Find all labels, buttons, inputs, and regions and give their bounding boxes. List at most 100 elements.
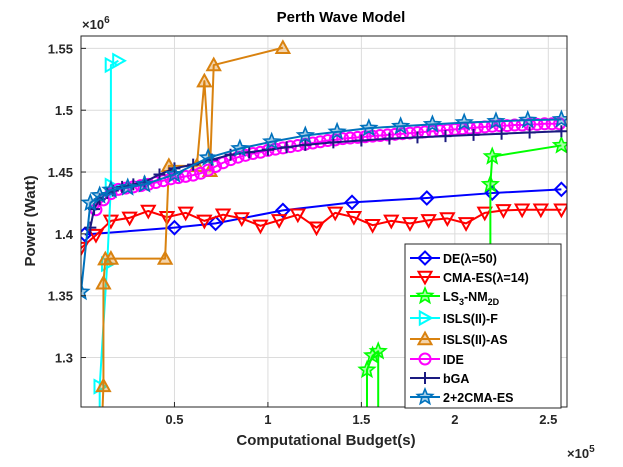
data-point — [84, 221, 97, 234]
y-tick-label: 1.55 — [48, 41, 73, 56]
data-point — [274, 39, 292, 54]
data-point — [289, 208, 307, 224]
legend-label-isls-as: ISLS(II)-AS — [443, 333, 508, 347]
data-point — [518, 109, 538, 129]
data-point — [355, 134, 368, 147]
data-point — [420, 214, 437, 229]
legend-label-bga: bGA — [443, 372, 469, 386]
legend-item-isls-as: ISLS(II)-AS — [410, 330, 508, 347]
data-point — [390, 116, 411, 135]
data-point — [327, 121, 347, 141]
legend-symbol — [410, 386, 440, 406]
data-point — [336, 132, 350, 146]
data-point — [201, 163, 215, 177]
data-point — [261, 131, 282, 150]
x-tick-label: 1.5 — [352, 412, 370, 427]
data-point — [486, 111, 506, 130]
data-point — [357, 359, 377, 379]
data-point — [422, 114, 443, 133]
plot-frame — [80, 35, 568, 408]
legend-item-ide: IDE — [410, 352, 464, 367]
data-point — [328, 133, 342, 147]
data-point — [179, 169, 193, 183]
data-point — [230, 138, 250, 157]
legend-label-de: DE(λ=50) — [443, 252, 497, 266]
series-6 — [84, 125, 567, 234]
data-point — [308, 221, 325, 237]
data-point — [454, 112, 474, 131]
data-point — [81, 281, 91, 301]
series-line — [101, 46, 284, 407]
data-point — [538, 117, 552, 131]
data-point — [95, 377, 112, 393]
legend: DE(λ=50) CMA-ES(λ=14) LS3-NM2D ISLS(II)-… — [404, 243, 562, 409]
series-2 — [357, 135, 567, 407]
data-point — [102, 214, 120, 230]
data-point — [156, 250, 174, 265]
data-point — [482, 146, 502, 165]
data-point — [121, 211, 138, 227]
series-0 — [81, 181, 567, 243]
data-point — [194, 166, 208, 180]
legend-box — [404, 243, 562, 409]
data-point — [81, 226, 93, 243]
data-point — [508, 118, 522, 132]
legend-symbol — [410, 352, 440, 366]
legend-marker — [416, 270, 434, 286]
data-point — [243, 146, 256, 159]
y-tick-label: 1.3 — [55, 351, 73, 366]
legend-item-isls-f: ISLS(II)-F — [410, 309, 498, 327]
legend-marker — [419, 372, 431, 384]
series-line — [81, 118, 562, 293]
x-axis-label: Computational Budget(s) — [236, 432, 415, 449]
data-point — [140, 204, 157, 220]
y-tick-label: 1.4 — [55, 227, 74, 242]
legend-item-ls3-nm2d: LS3-NM2D — [410, 285, 500, 307]
data-point — [411, 131, 424, 144]
data-point — [523, 126, 536, 139]
data-point — [196, 72, 213, 88]
ticks: 0.5 1 1.5 2 2.5 1.3 1.35 1.4 1.45 1.5 1.55 — [48, 41, 558, 427]
data-point — [233, 212, 250, 227]
data-point — [164, 164, 185, 183]
legend-symbol — [410, 250, 440, 266]
data-point — [313, 135, 327, 149]
data-point — [198, 147, 218, 167]
chart-title: Perth Wave Model — [277, 9, 406, 26]
legend-marker — [417, 250, 433, 266]
legend-symbol — [410, 330, 440, 346]
x-tick-label: 2.5 — [539, 412, 557, 427]
x-tick-label: 1 — [264, 412, 271, 427]
data-point — [205, 56, 222, 72]
legend-symbol — [410, 309, 440, 327]
data-point — [274, 202, 291, 219]
legend-symbol — [410, 372, 440, 384]
data-point — [270, 214, 288, 229]
x-exponent-label: ×105 — [567, 444, 595, 461]
legend-item-2p2cma-es: 2+2CMA-ES — [410, 386, 514, 406]
series-7 — [81, 109, 567, 301]
series-4 — [95, 39, 292, 407]
data-point — [383, 132, 396, 145]
legend-marker — [418, 309, 434, 327]
data-point — [295, 125, 315, 144]
legend-symbol — [410, 270, 440, 286]
data-point — [299, 138, 312, 151]
legend-marker — [418, 352, 432, 366]
data-point — [196, 214, 213, 230]
data-point — [513, 203, 531, 219]
data-point — [327, 206, 344, 222]
data-point — [476, 206, 493, 222]
x-tick-label: 0.5 — [165, 412, 183, 427]
data-point — [551, 135, 567, 154]
legend-label-cma-es: CMA-ES(λ=14) — [443, 271, 529, 285]
legend-item-cma-es: CMA-ES(λ=14) — [410, 270, 529, 286]
data-point — [439, 212, 456, 227]
x-tick-label: 2 — [451, 412, 458, 427]
data-point — [467, 128, 480, 141]
data-point — [364, 219, 381, 234]
legend-label-ls3-nm2d: LS3-NM2D — [443, 290, 500, 307]
series-layer — [81, 39, 567, 407]
legend-marker — [415, 386, 435, 406]
y-exponent-label: ×106 — [82, 15, 110, 32]
